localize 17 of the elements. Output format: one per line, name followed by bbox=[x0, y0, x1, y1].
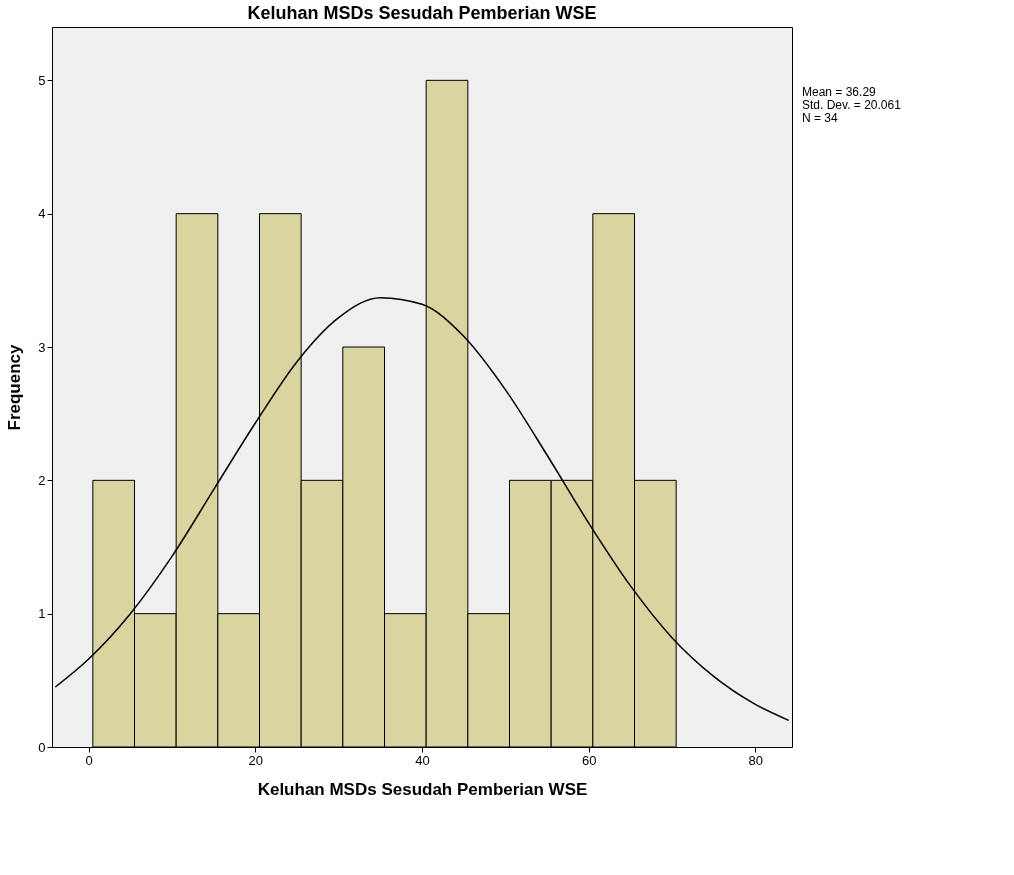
text: Mean = 36.29 bbox=[802, 85, 877, 99]
y-tick-label: 0 bbox=[38, 739, 46, 755]
y-axis-title: Frequency bbox=[5, 343, 25, 431]
text: Std. Dev. = 20.061 bbox=[802, 98, 902, 112]
x-tick-label: 60 bbox=[581, 752, 597, 768]
chart-title: Keluhan MSDs Sesudah Pemberian WSE bbox=[247, 3, 597, 23]
x-axis-title: Keluhan MSDs Sesudah Pemberian WSE bbox=[257, 779, 588, 799]
x-tick-label: 80 bbox=[748, 752, 764, 768]
y-tick-label: 5 bbox=[38, 72, 46, 88]
y-tick-label: 1 bbox=[38, 606, 46, 622]
x-tick-label: 20 bbox=[248, 752, 264, 768]
x-tick-label: 40 bbox=[415, 752, 430, 768]
x-tick-label: 0 bbox=[85, 752, 93, 768]
y-tick-label: 2 bbox=[38, 472, 46, 488]
text: N = 34 bbox=[802, 111, 839, 125]
y-tick-label: 3 bbox=[38, 339, 46, 355]
y-tick-label: 4 bbox=[38, 206, 46, 222]
